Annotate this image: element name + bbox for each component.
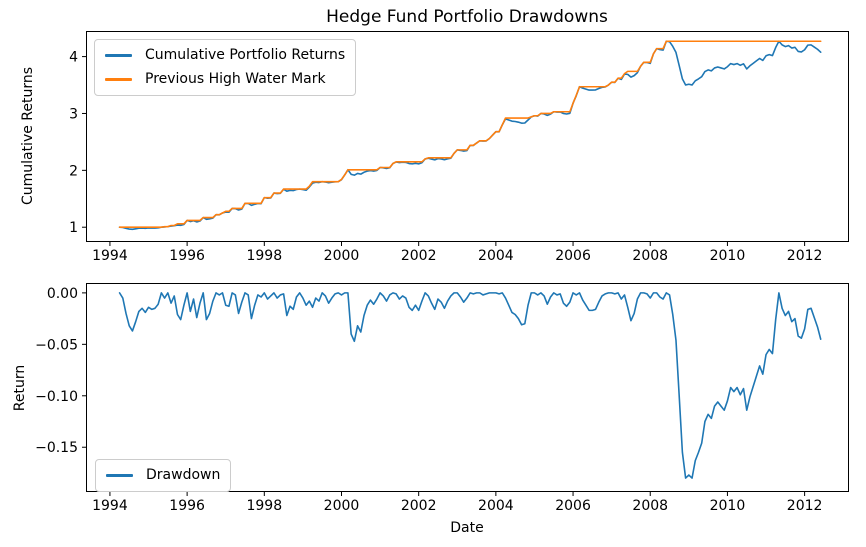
legend-label-high-water-mark: Previous High Water Mark	[145, 71, 326, 87]
bottom-plot-area	[86, 283, 849, 492]
x-tick-label: 1996	[169, 498, 205, 514]
x-tick-label: 2002	[401, 498, 437, 514]
series-drawdown	[118, 292, 822, 479]
y-tick-label: −0.15	[35, 440, 78, 456]
x-tick-label: 2004	[478, 248, 514, 264]
drawdown-line-swatch	[106, 474, 133, 477]
cumulative-returns-line-swatch	[105, 54, 132, 57]
x-tick-label: 2010	[710, 248, 746, 264]
x-tick-label: 2010	[710, 498, 746, 514]
bottom-legend: Drawdown	[95, 459, 232, 492]
x-tick-label: 2012	[787, 248, 823, 264]
top-legend: Cumulative Portfolio Returns Previous Hi…	[94, 39, 357, 96]
legend-item-drawdown: Drawdown	[106, 467, 220, 484]
y-tick-label: 4	[69, 50, 78, 66]
y-tick-label: 1	[69, 220, 78, 236]
y-tick-label: −0.05	[35, 337, 78, 353]
high-water-mark-line-swatch	[105, 78, 132, 81]
legend-item-high-water-mark: Previous High Water Mark	[105, 71, 345, 88]
x-tick-label: 1998	[246, 248, 282, 264]
x-tick-label: 2000	[324, 248, 360, 264]
x-tick-label: 2006	[555, 498, 591, 514]
x-tick-label: 2002	[401, 248, 437, 264]
series-previous-high-water-mark	[118, 40, 822, 229]
x-tick-label: 2008	[632, 498, 668, 514]
x-tick-label: 2000	[324, 498, 360, 514]
legend-label-cumulative-returns: Cumulative Portfolio Returns	[145, 47, 346, 63]
y-tick-label: 2	[69, 163, 78, 179]
x-tick-label: 2006	[555, 248, 591, 264]
x-tick-label: 1994	[92, 248, 128, 264]
x-tick-label: 2012	[787, 498, 823, 514]
x-tick-label: 1998	[246, 498, 282, 514]
y-tick-label: −0.10	[35, 389, 78, 405]
legend-label-drawdown: Drawdown	[146, 467, 221, 483]
chart-title: Hedge Fund Portfolio Drawdowns	[326, 7, 608, 27]
y-tick-label: 3	[69, 106, 78, 122]
x-tick-label: 2004	[478, 498, 514, 514]
x-tick-label: 2008	[632, 248, 668, 264]
bottom-xlabel: Date	[450, 520, 484, 536]
top-plot-area	[86, 31, 849, 242]
y-tick-label: 0.00	[47, 286, 78, 302]
x-tick-label: 1996	[169, 248, 205, 264]
x-tick-label: 1994	[92, 498, 128, 514]
legend-item-cumulative-returns: Cumulative Portfolio Returns	[105, 47, 345, 64]
